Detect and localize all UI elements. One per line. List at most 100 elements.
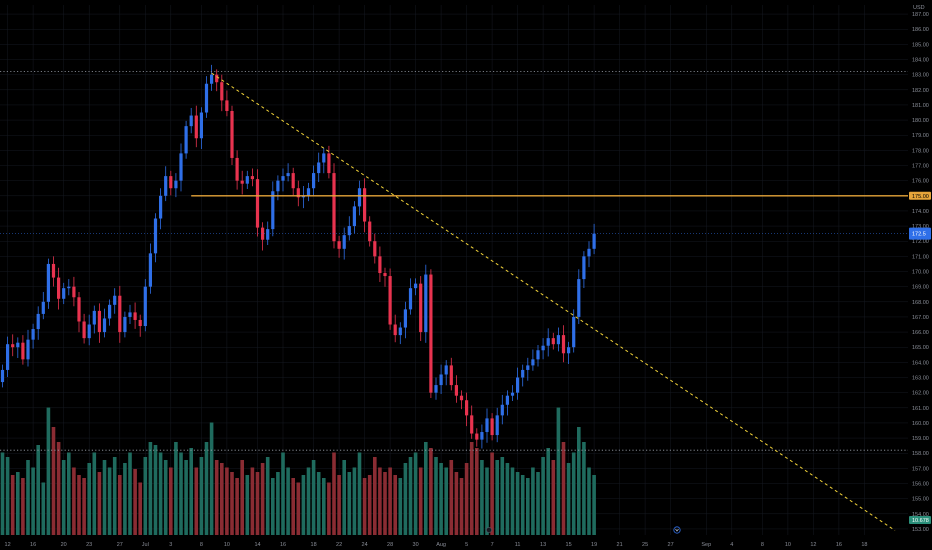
volume-bar bbox=[413, 452, 418, 535]
candle-body bbox=[408, 288, 413, 310]
volume-bar bbox=[214, 460, 219, 535]
candle-body bbox=[444, 365, 448, 375]
volume-bar bbox=[189, 448, 193, 535]
volume-bar bbox=[56, 442, 61, 535]
volume-bar bbox=[87, 463, 91, 535]
volume-bar bbox=[587, 467, 591, 535]
volume-bar bbox=[123, 463, 127, 535]
candle-body bbox=[266, 229, 270, 240]
candle-body bbox=[113, 295, 117, 305]
volume-bar bbox=[367, 475, 372, 535]
candle-body bbox=[62, 288, 66, 299]
volume-bar bbox=[500, 457, 505, 535]
price-tick-label: 177.00 bbox=[912, 164, 929, 170]
candle-body bbox=[230, 111, 234, 158]
volume-bar bbox=[158, 452, 163, 535]
price-tick-label: 164.00 bbox=[912, 360, 929, 366]
candle-body bbox=[189, 115, 193, 127]
candle-body bbox=[281, 176, 285, 181]
volume-bar bbox=[16, 472, 20, 535]
candle-body bbox=[138, 319, 142, 327]
candle-body bbox=[347, 226, 351, 236]
price-tick-label: 167.00 bbox=[912, 315, 929, 321]
price-tick-label: 169.00 bbox=[912, 285, 929, 291]
volume-bar bbox=[322, 478, 326, 535]
candle-body bbox=[67, 286, 71, 289]
volume-bar bbox=[250, 467, 255, 535]
candle-body bbox=[546, 338, 550, 346]
time-tick-label: 11 bbox=[515, 542, 521, 548]
time-tick-label: 5 bbox=[465, 542, 468, 548]
volume-bar bbox=[546, 448, 550, 535]
candle-body bbox=[398, 327, 402, 336]
candle-body bbox=[92, 310, 96, 325]
volume-bar bbox=[77, 475, 81, 535]
candle-body bbox=[317, 162, 321, 174]
volume-bar bbox=[434, 457, 438, 535]
volume-bar bbox=[327, 482, 331, 535]
volume-bar bbox=[454, 472, 459, 535]
volume-bar bbox=[571, 452, 576, 535]
price-tick-label: 187.00 bbox=[912, 12, 929, 18]
time-tick-label: 21 bbox=[617, 542, 623, 548]
volume-bar bbox=[163, 460, 168, 535]
volume-bar bbox=[107, 467, 112, 535]
volume-bar bbox=[179, 452, 183, 535]
volume-bar bbox=[235, 478, 239, 535]
time-axis[interactable]: 12 16 20 23 27 Jul 3 8 10 14 16 18 22 24 28 30 Aug 5 7 11 13… bbox=[5, 542, 868, 548]
volume-bar bbox=[459, 478, 464, 535]
price-tick-label: 168.00 bbox=[912, 300, 929, 306]
volume-bar bbox=[561, 442, 566, 535]
volume-bar bbox=[41, 482, 46, 535]
volume-bar bbox=[281, 452, 285, 535]
time-tick-label: 20 bbox=[61, 542, 67, 548]
candle-body bbox=[51, 263, 56, 278]
resistance-price-tag: 175.00 bbox=[912, 194, 929, 200]
volume-bar bbox=[220, 463, 224, 535]
volume-bar bbox=[332, 452, 336, 535]
volume-bar bbox=[357, 452, 362, 535]
candles bbox=[0, 64, 596, 449]
candle-body bbox=[271, 191, 275, 230]
price-tick-label: 174.00 bbox=[912, 209, 929, 215]
time-tick-label: 19 bbox=[591, 542, 597, 548]
goto-realtime-icon[interactable] bbox=[673, 526, 681, 534]
price-tick-label: 182.00 bbox=[912, 88, 929, 94]
volume-bar bbox=[271, 478, 275, 535]
candle-body bbox=[567, 347, 571, 354]
candle-body bbox=[510, 392, 515, 396]
price-tick-label: 156.00 bbox=[912, 482, 929, 488]
volume-bar bbox=[265, 457, 270, 535]
candle-body bbox=[577, 279, 581, 317]
candle-body bbox=[72, 286, 76, 298]
volume-bar bbox=[337, 475, 341, 535]
candle-body bbox=[291, 173, 295, 189]
volume-bar bbox=[429, 448, 433, 535]
volume-bar bbox=[138, 482, 142, 535]
volume-bar bbox=[169, 467, 173, 535]
price-axis[interactable]: 153.00 154.00 155.00 156.00 157.00 158.00 159.… bbox=[912, 12, 929, 533]
volume-bar bbox=[148, 442, 153, 535]
volume-bar bbox=[245, 475, 250, 535]
candle-body bbox=[118, 295, 122, 333]
candle-body bbox=[296, 188, 300, 198]
price-tick-label: 154.00 bbox=[912, 512, 929, 518]
volume-bar bbox=[21, 478, 25, 535]
volume-bar bbox=[541, 457, 545, 535]
volume-bar bbox=[72, 467, 76, 535]
price-tick-label: 180.00 bbox=[912, 118, 929, 124]
volume-bar bbox=[362, 478, 367, 535]
time-tick-label: 22 bbox=[336, 542, 342, 548]
candle-body bbox=[108, 304, 112, 319]
time-tick-label: 12 bbox=[5, 542, 11, 548]
time-tick-label: Jul bbox=[142, 542, 149, 548]
currency-label: USD bbox=[913, 5, 925, 11]
volume-bar bbox=[505, 463, 510, 535]
candle-body bbox=[184, 126, 188, 154]
candle-body bbox=[87, 324, 91, 339]
candle-body bbox=[561, 335, 566, 354]
time-tick-label: 27 bbox=[668, 542, 674, 548]
volume-bar bbox=[485, 467, 489, 535]
candle-body bbox=[357, 188, 362, 207]
